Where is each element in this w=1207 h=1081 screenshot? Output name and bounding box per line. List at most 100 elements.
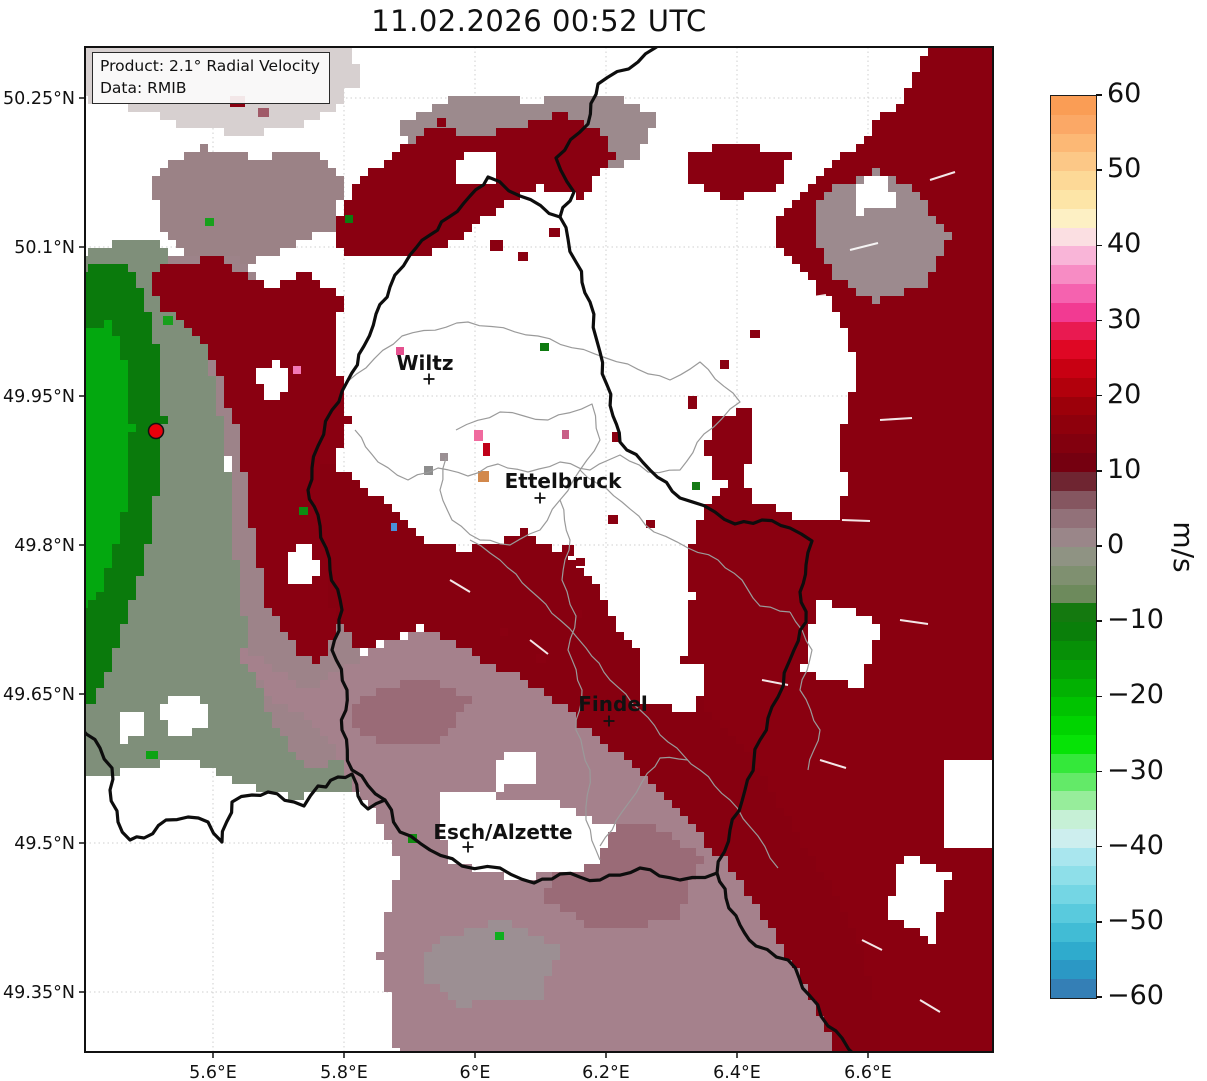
colorbar-band [1051, 659, 1096, 680]
white-gap-west-2 [256, 360, 288, 400]
colorbar-tick-label: −60 [1107, 980, 1164, 1011]
white-gap-se-corner [944, 752, 993, 848]
colorbar-band [1051, 810, 1096, 830]
colorbar-tick [1096, 169, 1102, 171]
echo-speckle [574, 610, 582, 618]
white-gap-findel [640, 656, 704, 712]
white-gap-3 [888, 856, 952, 944]
echo-speckle [562, 430, 569, 439]
colorbar-tick [1096, 394, 1102, 397]
echo-speckle [646, 520, 655, 528]
product-info-box: Product: 2.1° Radial Velocity Data: RMIB [92, 52, 330, 104]
echo-speckle [258, 108, 269, 117]
colorbar-band [1051, 922, 1096, 943]
colorbar-band [1051, 528, 1096, 548]
colorbar-tick-label: 60 [1107, 78, 1142, 109]
echo-speckle [562, 545, 574, 556]
radial-streak [861, 939, 883, 951]
colorbar-band [1051, 377, 1096, 398]
echo-speckle [146, 751, 158, 759]
echo-speckle [540, 343, 549, 351]
france-germany-border [715, 871, 854, 1052]
luxembourg-border [306, 175, 814, 885]
colorbar-band [1051, 152, 1096, 172]
plot-frame [84, 46, 994, 1053]
colorbar-band [1051, 979, 1096, 998]
colorbar-band [1051, 396, 1096, 417]
echo-speckle [720, 360, 729, 369]
city-label: Findel [578, 692, 648, 716]
colorbar-tick-label: −40 [1107, 829, 1164, 861]
colorbar-band [1051, 453, 1096, 473]
y-tick-label: 49.5°N [14, 834, 75, 854]
colorbar-band [1051, 565, 1096, 586]
white-gap-2 [800, 600, 880, 688]
colorbar-tick [1096, 845, 1102, 848]
echo-speckle [437, 118, 446, 127]
colorbar-band [1051, 885, 1096, 905]
echo-speckle [299, 507, 308, 515]
y-tick-label: 49.95°N [3, 387, 75, 407]
echo-speckle [345, 215, 353, 223]
colorbar-tick-label: −30 [1107, 754, 1164, 786]
echo-speckle [474, 430, 483, 441]
colorbar-band [1051, 941, 1096, 962]
echo-speckle [396, 347, 404, 355]
x-tick-label: 5.8°E [320, 1063, 368, 1081]
colorbar-tick [1096, 545, 1102, 547]
colorbar-band [1051, 302, 1096, 323]
city-label: Wiltz [397, 351, 454, 375]
canton-line-3 [579, 469, 791, 613]
x-tick-label: 6.2°E [582, 1063, 630, 1081]
velocity-region-dark-rose-patch-1 [352, 680, 472, 744]
white-gap-ne [856, 168, 896, 216]
colorbar-tick [1096, 921, 1102, 923]
colorbar-band [1051, 866, 1096, 886]
colorbar-tick [1096, 770, 1102, 773]
colorbar-band [1051, 114, 1096, 135]
white-gap-esch [440, 792, 616, 880]
colorbar-tick-label: 40 [1107, 228, 1142, 260]
echo-speckle [440, 453, 448, 461]
colorbar-tick-label: −50 [1107, 904, 1164, 936]
echo-speckle [576, 558, 585, 566]
colorbar-band [1051, 640, 1096, 661]
colorbar-tick-label: 30 [1107, 303, 1142, 335]
radial-streak [794, 294, 827, 301]
velocity-region-mauve-patch-nw [152, 144, 344, 264]
colorbar [1050, 95, 1097, 999]
colorbar-band [1051, 133, 1096, 153]
echo-speckle [483, 443, 490, 456]
colorbar-tick [1096, 996, 1102, 998]
radial-streak [449, 579, 471, 593]
echo-speckle [424, 466, 433, 475]
echo-speckle [608, 515, 618, 524]
echo-speckle [500, 628, 508, 636]
colorbar-band [1051, 246, 1096, 266]
echo-speckle [536, 654, 546, 663]
colorbar-tick-label: 10 [1107, 453, 1142, 485]
colorbar-band [1051, 171, 1096, 191]
canton-line-5 [559, 499, 601, 861]
velocity-region-dark-rose-patch-3 [424, 920, 560, 1008]
y-tick-label: 50.1°N [14, 238, 75, 258]
colorbar-band [1051, 584, 1096, 604]
white-gap-sage-2 [120, 712, 144, 744]
y-tick-label: 50.25°N [3, 89, 75, 109]
radial-streak [879, 417, 913, 421]
city-label: Esch/Alzette [433, 820, 572, 844]
white-gap-rose [496, 752, 536, 792]
colorbar-band [1051, 828, 1096, 849]
colorbar-tick [1096, 470, 1102, 472]
colorbar-tick-label: −20 [1107, 679, 1164, 711]
radar-site-marker [147, 422, 165, 440]
france-belgium-border [85, 730, 387, 844]
figure-title: 11.02.2026 00:52 UTC [371, 4, 707, 38]
velocity-region-bright-green-west [85, 320, 136, 608]
colorbar-band [1051, 415, 1096, 435]
city-label: Ettelbruck [505, 469, 622, 493]
colorbar-tick [1096, 620, 1102, 622]
radial-streak [899, 619, 929, 625]
